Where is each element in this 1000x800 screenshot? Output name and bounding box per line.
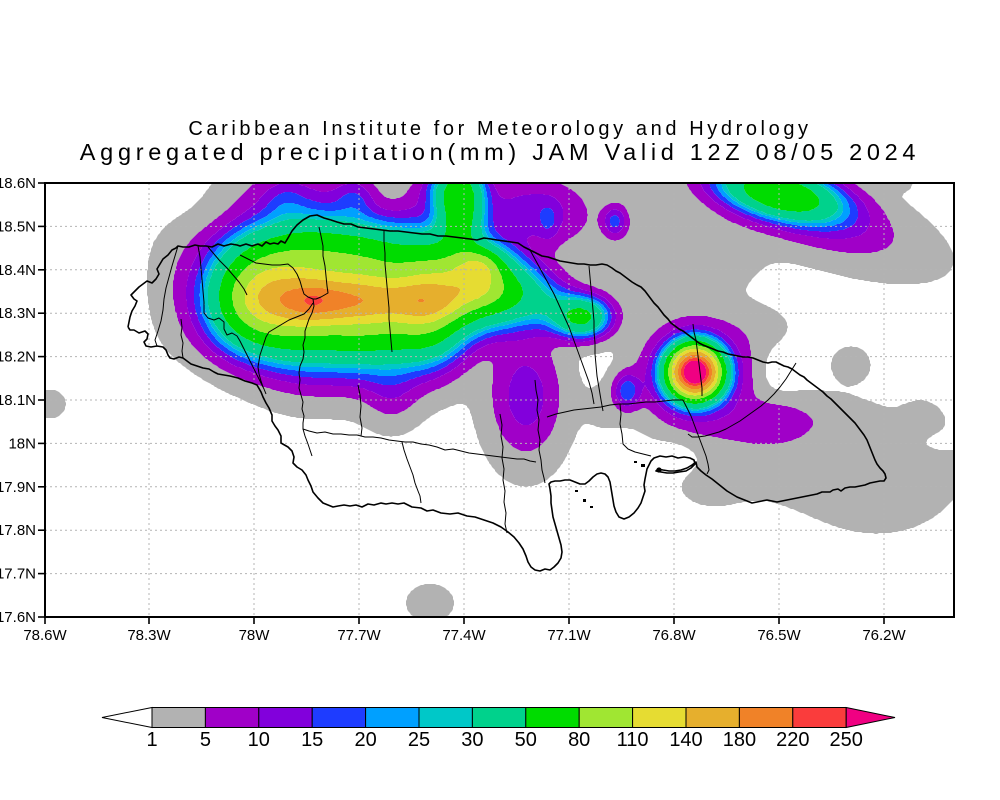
svg-text:140: 140	[669, 729, 702, 751]
svg-text:110: 110	[617, 729, 649, 751]
svg-text:50: 50	[515, 729, 537, 751]
svg-text:220: 220	[776, 729, 809, 751]
svg-text:25: 25	[408, 729, 430, 751]
svg-text:17.7N: 17.7N	[0, 566, 36, 583]
svg-text:5: 5	[200, 729, 211, 751]
svg-text:76.5W: 76.5W	[757, 627, 801, 644]
svg-text:180: 180	[723, 729, 756, 751]
svg-text:76.8W: 76.8W	[652, 627, 696, 644]
svg-text:10: 10	[248, 729, 270, 751]
svg-text:17.9N: 17.9N	[0, 479, 36, 496]
svg-text:18.3N: 18.3N	[0, 305, 36, 322]
svg-text:76.2W: 76.2W	[862, 627, 906, 644]
svg-text:18.1N: 18.1N	[0, 392, 36, 409]
svg-text:18.2N: 18.2N	[0, 349, 36, 366]
svg-text:78.3W: 78.3W	[127, 627, 171, 644]
svg-text:18.5N: 18.5N	[0, 218, 36, 235]
svg-text:30: 30	[461, 729, 483, 751]
svg-text:18N: 18N	[8, 435, 36, 452]
svg-text:18.6N: 18.6N	[0, 175, 36, 192]
svg-text:78W: 78W	[239, 627, 271, 644]
svg-text:78.6W: 78.6W	[23, 627, 67, 644]
svg-text:18.4N: 18.4N	[0, 262, 36, 279]
svg-text:15: 15	[301, 729, 323, 751]
svg-text:1: 1	[146, 729, 157, 751]
svg-text:80: 80	[568, 729, 590, 751]
svg-text:77.7W: 77.7W	[337, 627, 381, 644]
svg-text:20: 20	[354, 729, 376, 751]
svg-text:250: 250	[830, 729, 863, 751]
svg-text:77.1W: 77.1W	[547, 627, 591, 644]
svg-text:17.8N: 17.8N	[0, 522, 36, 539]
svg-text:77.4W: 77.4W	[442, 627, 486, 644]
svg-text:17.6N: 17.6N	[0, 609, 36, 626]
